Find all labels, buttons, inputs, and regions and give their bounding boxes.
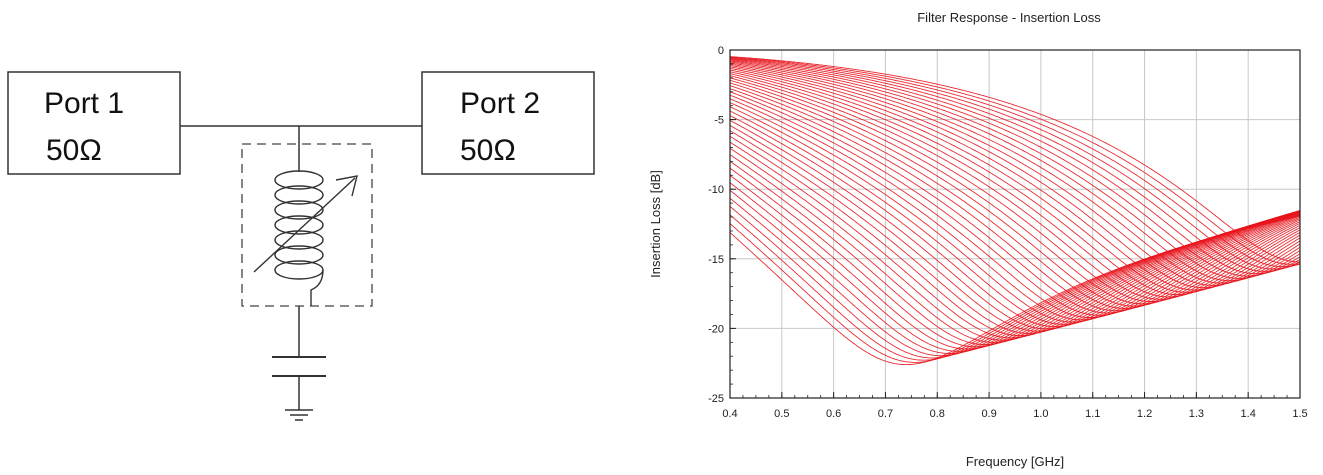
port-2-box — [421, 71, 595, 175]
port-1-impedance: 50Ω — [46, 134, 102, 167]
tuning-arrow-icon — [253, 175, 358, 273]
chart-ticks: 0.4 0.5 0.6 0.7 0.8 0.9 1.0 1.1 1.2 1.3 1.4 1.5 0 -5 -… — [708, 45, 1308, 420]
response-curve-8 — [730, 174, 1300, 350]
response-curve-37 — [730, 63, 1300, 284]
variable-inductor-icon — [274, 170, 324, 306]
response-curve-46 — [730, 56, 1300, 263]
port-1-name: Port 1 — [44, 87, 124, 120]
response-curve-32 — [730, 71, 1300, 296]
response-curve-40 — [730, 60, 1300, 277]
x-tick-label: 0.7 — [878, 408, 893, 420]
port-2-name: Port 2 — [460, 87, 540, 120]
x-tick-label: 0.8 — [930, 408, 945, 420]
ground-icon — [285, 409, 313, 421]
insertion-loss-chart: Filter Response - Insertion Loss 0.4 0.5 0… — [648, 10, 1308, 469]
tunable-element-enclosure — [241, 143, 373, 307]
response-curve-28 — [730, 79, 1300, 305]
response-curve-9 — [730, 167, 1300, 348]
response-curve-18 — [730, 115, 1300, 328]
response-curve-38 — [730, 62, 1300, 282]
x-axis-title: Frequency [GHz] — [966, 454, 1064, 469]
port-1-block: Port 1 50Ω — [7, 71, 181, 175]
port-1-box — [7, 71, 181, 175]
response-curve-24 — [730, 91, 1300, 314]
x-tick-label: 1.5 — [1292, 408, 1307, 420]
response-curve-29 — [730, 77, 1300, 302]
response-curve-26 — [730, 85, 1300, 309]
x-tick-label: 0.4 — [722, 408, 737, 420]
x-tick-label: 1.2 — [1137, 408, 1152, 420]
x-tick-label: 1.1 — [1085, 408, 1100, 420]
x-tick-label: 0.9 — [981, 408, 996, 420]
response-curve-41 — [730, 59, 1300, 275]
response-curve-43 — [730, 58, 1300, 270]
response-curve-19 — [730, 110, 1300, 325]
y-tick-label: 0 — [718, 45, 724, 57]
y-tick-label: -10 — [708, 184, 724, 196]
response-curve-17 — [730, 119, 1300, 330]
y-axis-title: Insertion Loss [dB] — [648, 170, 663, 278]
port-2-block: Port 2 50Ω — [421, 71, 595, 175]
response-curve-39 — [730, 61, 1300, 279]
response-curve-20 — [730, 106, 1300, 323]
chart-curves — [730, 56, 1300, 366]
response-curve-45 — [730, 56, 1300, 265]
filter-schematic: Port 1 50Ω Port 2 50Ω — [7, 71, 595, 421]
y-tick-label: -25 — [708, 393, 724, 405]
response-curve-35 — [730, 66, 1300, 289]
response-curve-25 — [730, 88, 1300, 312]
response-curve-36 — [730, 65, 1300, 286]
response-curve-42 — [730, 58, 1300, 272]
response-curve-21 — [730, 102, 1300, 321]
response-curve-23 — [730, 94, 1300, 316]
y-tick-label: -15 — [708, 254, 724, 266]
response-curve-15 — [730, 130, 1300, 334]
response-curve-14 — [730, 135, 1300, 337]
x-tick-label: 1.3 — [1189, 408, 1204, 420]
y-tick-label: -20 — [708, 323, 724, 335]
chart-title: Filter Response - Insertion Loss — [917, 10, 1101, 25]
response-curve-31 — [730, 73, 1300, 298]
response-curve-34 — [730, 67, 1300, 291]
x-tick-label: 0.5 — [774, 408, 789, 420]
x-tick-label: 0.6 — [826, 408, 841, 420]
response-curve-12 — [730, 147, 1300, 341]
port-2-impedance: 50Ω — [460, 134, 516, 167]
x-tick-label: 1.4 — [1241, 408, 1256, 420]
y-tick-label: -5 — [714, 115, 724, 127]
capacitor-icon — [272, 356, 326, 377]
response-curve-44 — [730, 57, 1300, 268]
x-tick-label: 1.0 — [1033, 408, 1048, 420]
response-curve-16 — [730, 125, 1300, 332]
